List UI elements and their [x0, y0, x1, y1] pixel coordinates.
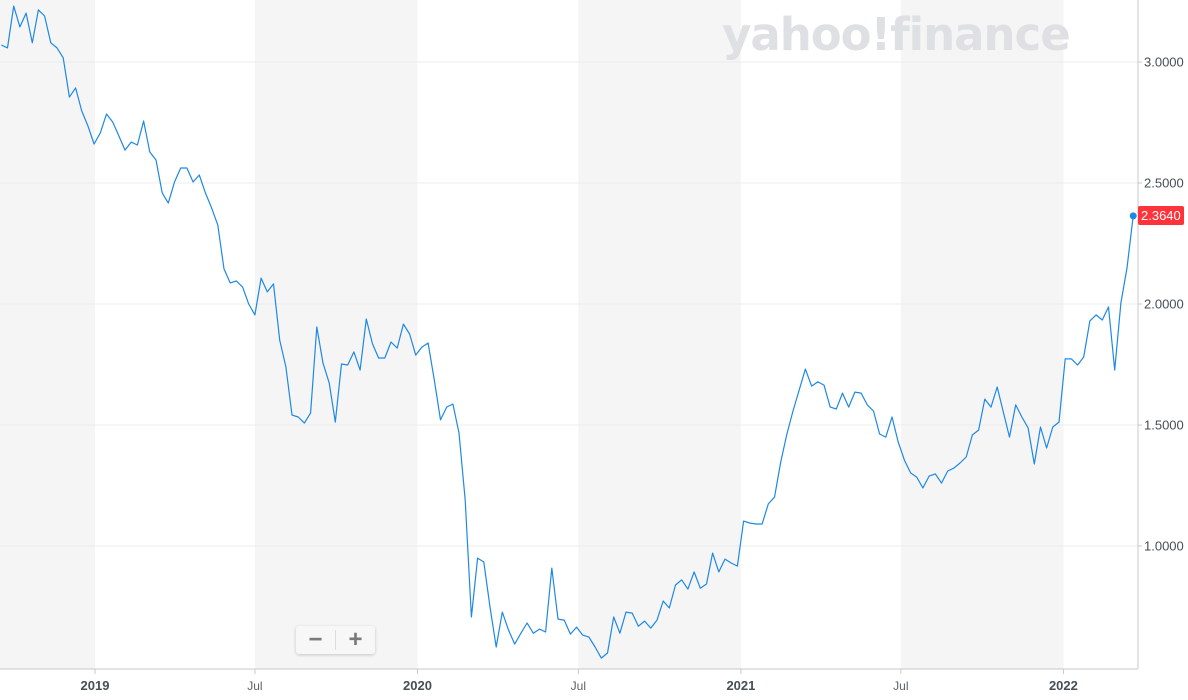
last-price-label: 2.3640	[1138, 206, 1184, 226]
x-axis: 2019 Jul 2020 Jul 2021 Jul 2022	[0, 668, 1138, 693]
period-bands	[0, 0, 1063, 669]
y-tick-label: 2.0000	[1144, 297, 1184, 312]
shaded-band	[254, 0, 418, 669]
zoom-controls: − +	[296, 626, 375, 654]
x-tick-label: Jul	[893, 679, 908, 693]
x-tick-label: 2020	[403, 678, 432, 693]
x-tick-label: Jul	[247, 679, 262, 693]
x-tick-label: Jul	[571, 679, 586, 693]
y-tick-label: 1.0000	[1144, 539, 1184, 554]
gridlines	[0, 61, 1138, 547]
last-price-dot	[1129, 212, 1137, 220]
shaded-band	[578, 0, 741, 669]
zoom-out-button[interactable]: −	[308, 626, 323, 653]
shaded-band	[0, 0, 95, 669]
y-axis: 1.0000 1.5000 2.0000 2.5000 3.0000	[1137, 0, 1184, 669]
y-tick-label: 3.0000	[1144, 54, 1184, 69]
x-tick-label: 2021	[726, 678, 755, 693]
x-tick-label: 2022	[1049, 678, 1078, 693]
yahoo-finance-logo: yahoo!finance	[722, 8, 1071, 61]
y-tick-label: 1.5000	[1144, 418, 1184, 433]
x-tick-label: 2019	[81, 678, 110, 693]
shaded-band	[900, 0, 1064, 669]
price-line	[1, 5, 1134, 659]
y-tick-label: 2.5000	[1144, 175, 1184, 190]
zoom-in-button[interactable]: +	[348, 626, 363, 653]
zoom-divider	[335, 630, 336, 650]
